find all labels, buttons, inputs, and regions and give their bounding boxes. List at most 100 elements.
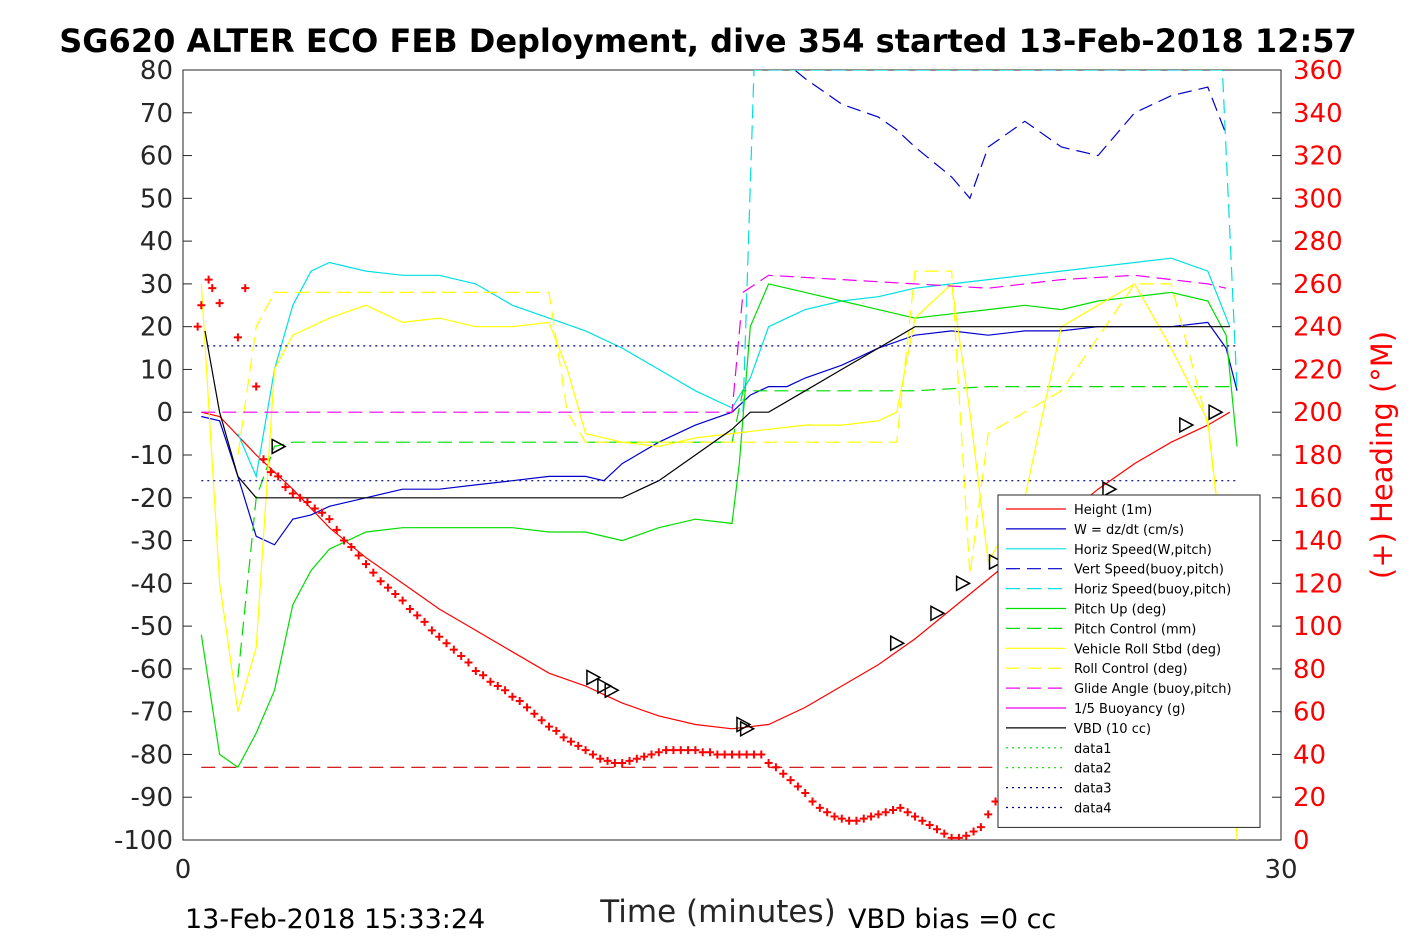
heading-point [537, 716, 546, 725]
heading-point [493, 682, 502, 690]
heading-point [823, 808, 832, 817]
heading-point [332, 525, 341, 534]
y-tick-label-left: 0 [156, 398, 173, 428]
heading-point [662, 746, 671, 755]
heading-point [208, 284, 217, 293]
y-axis-right-label: (+) Heading (°M) [1365, 331, 1399, 579]
footer-timestamp: 13-Feb-2018 15:33:24 [185, 904, 485, 935]
heading-point [779, 769, 788, 778]
triangle-marker [1102, 480, 1118, 498]
chart-title: SG620 ALTER ECO FEB Deployment, dive 354… [59, 22, 1357, 60]
y-tick-label-left: 70 [140, 99, 173, 129]
heading-point [296, 493, 305, 502]
heading-point [749, 750, 758, 759]
legend-box [997, 494, 1261, 828]
heading-point [545, 722, 553, 731]
heading-point [691, 746, 700, 755]
y-tick-label-right: 260 [1293, 270, 1343, 300]
x-tick-label: 30 [1264, 855, 1297, 885]
y-tick-label-left: -70 [131, 698, 173, 728]
x-axis: 0 30 [175, 855, 1298, 885]
heading-point [684, 746, 693, 755]
y-tick-label-right: 360 [1293, 56, 1343, 86]
heading-point [204, 275, 213, 284]
heading-point [618, 759, 627, 767]
heading-point [566, 737, 575, 746]
heading-point [241, 284, 250, 293]
heading-point [457, 652, 466, 661]
legend: Height (1m) W = dz/dt (cm/s) Horiz Speed(W… [997, 494, 1261, 828]
y-tick-label-left: -60 [131, 655, 173, 685]
heading-point [706, 748, 715, 757]
series-line-vehicle-roll-stbd-deg [200, 282, 1238, 840]
series-line-w-dz-dt-cm-s [201, 321, 1238, 546]
legend-label: Vehicle Roll Stbd (deg) [1074, 642, 1221, 657]
heading-point [728, 750, 736, 759]
heading-point [427, 626, 436, 635]
heading-point [852, 816, 861, 825]
heading-point [233, 333, 242, 342]
y-tick-label-right: 300 [1293, 184, 1343, 214]
y-tick-label-right: 280 [1293, 227, 1343, 257]
heading-point [815, 803, 824, 812]
heading-point [435, 632, 444, 641]
heading-point [303, 498, 312, 507]
legend-label: data1 [1074, 742, 1112, 757]
heading-point [903, 808, 912, 817]
heading-point [896, 803, 905, 812]
triangle-marker [930, 605, 946, 622]
heading-point [442, 639, 451, 648]
legend-label: data4 [1074, 802, 1112, 817]
legend-label: Vert Speed(buoy,pitch) [1074, 563, 1224, 578]
legend-label: Horiz Speed(buoy,pitch) [1074, 583, 1231, 598]
heading-point [596, 754, 605, 763]
heading-point [405, 605, 414, 613]
heading-point [464, 658, 473, 667]
heading-point [647, 750, 656, 759]
heading-point [288, 489, 297, 498]
legend-label: Horiz Speed(W,pitch) [1074, 543, 1212, 558]
y-tick-label-left: -50 [131, 612, 173, 642]
y-tick-label-left: -20 [131, 484, 173, 514]
heading-point [325, 515, 334, 524]
y-tick-label-left: 40 [140, 227, 173, 257]
heading-point [720, 750, 729, 759]
series-line-pitch-up-deg [200, 283, 1238, 769]
heading-point [954, 833, 963, 840]
heading-point [698, 748, 707, 757]
heading-point [786, 776, 795, 785]
series-line-horiz-speed-w-pitch [237, 257, 1231, 479]
y-tick-label-right: 0 [1293, 826, 1310, 856]
heading-point [266, 468, 275, 477]
legend-label: Pitch Control (mm) [1074, 622, 1196, 637]
heading-point [764, 759, 773, 767]
legend-label: Height (1m) [1074, 503, 1152, 518]
triangle-marker [271, 438, 287, 455]
heading-point [259, 455, 268, 464]
y-tick-label-left: 60 [140, 142, 173, 172]
series-line-horiz-speed-buoy-pitch [742, 70, 1238, 413]
heading-point [610, 759, 619, 767]
heading-point [486, 677, 495, 686]
y-tick-label-right: 200 [1293, 398, 1343, 428]
heading-point [947, 833, 956, 840]
y-tick-label-right: 240 [1293, 313, 1343, 343]
series-line-pitch-control-mm [237, 386, 1238, 678]
heading-point [193, 322, 202, 331]
y-tick-label-left: -90 [131, 783, 173, 813]
x-axis-label: Time (minutes) [599, 894, 835, 930]
heading-point [867, 812, 876, 821]
heading-point [735, 750, 744, 759]
y-tick-label-right: 340 [1293, 99, 1343, 129]
triangle-marker [955, 575, 972, 592]
heading-point [383, 583, 392, 592]
heading-point [574, 741, 583, 750]
heading-point [793, 782, 802, 791]
y-tick-label-left: -10 [131, 441, 173, 471]
heading-point [889, 806, 898, 815]
heading-point [391, 590, 400, 599]
heading-point [881, 808, 890, 817]
y-tick-label-right: 100 [1293, 612, 1343, 642]
heading-point [969, 827, 978, 836]
y-tick-label-right: 180 [1293, 441, 1343, 471]
